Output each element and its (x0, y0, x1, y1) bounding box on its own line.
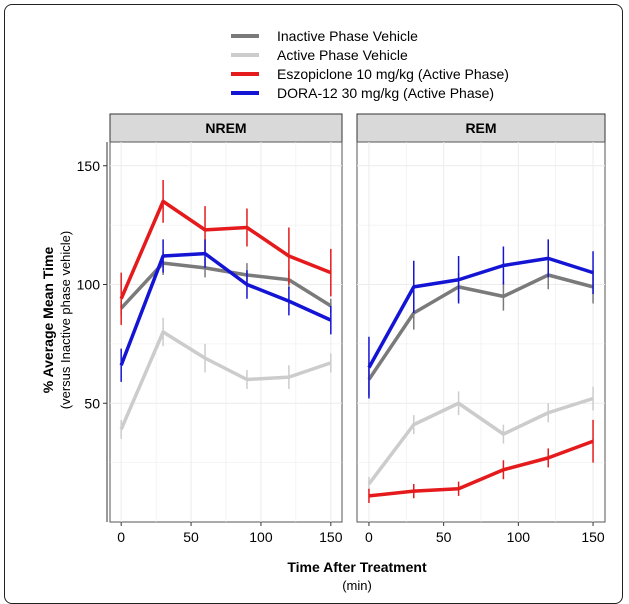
legend-label: Inactive Phase Vehicle (277, 28, 418, 44)
series-line (367, 273, 594, 381)
x-tick-label: 100 (249, 529, 273, 545)
series-dora-12-30-mg-kg-active-phase (367, 239, 594, 399)
panel-title: NREM (205, 120, 246, 136)
y-tick-label: 100 (77, 277, 101, 293)
y-axis: 150 100 50 (77, 142, 108, 522)
legend: Inactive Phase Vehicle Active Phase Vehic… (231, 28, 509, 101)
series-line (119, 251, 332, 366)
x-axis: 0 50 100 150 0 50 100 150 (117, 522, 605, 545)
x-tick-label: 0 (117, 529, 125, 545)
x-tick-label: 150 (319, 529, 343, 545)
series-eszopiclone-10-mg-kg-active-phase (119, 180, 332, 325)
y-axis-title: % Average Mean Time (versus Inactive pha… (40, 231, 73, 409)
panel-title: REM (465, 120, 496, 136)
series-dora-12-30-mg-kg-active-phase (119, 239, 332, 382)
x-tick-label: 150 (581, 529, 605, 545)
x-tick-label: 50 (436, 529, 452, 545)
panel-nrem: NREM (109, 113, 343, 523)
gridlines (357, 142, 605, 522)
x-tick-label: 50 (183, 529, 199, 545)
y-tick-label: 150 (77, 158, 101, 174)
x-tick-label: 0 (365, 529, 373, 545)
series-line (119, 199, 332, 300)
series-line (367, 256, 594, 369)
panel-rem: REM (356, 113, 606, 523)
x-axis-sublabel: (min) (342, 578, 372, 593)
series-line (368, 439, 594, 498)
panel-strip (109, 113, 343, 143)
y-axis-label: % Average Mean Time (40, 247, 56, 394)
legend-label: DORA-12 30 mg/kg (Active Phase) (277, 85, 494, 101)
series-active-phase-vehicle (367, 386, 594, 492)
series-eszopiclone-10-mg-kg-active-phase (368, 419, 594, 503)
panels: NREM REM (109, 113, 606, 523)
legend-label: Eszopiclone 10 mg/kg (Active Phase) (277, 66, 509, 82)
series-line (119, 330, 332, 431)
panel-strip (356, 113, 606, 143)
y-axis-sublabel: (versus Inactive phase vehicle) (58, 231, 73, 409)
legend-label: Active Phase Vehicle (277, 47, 408, 63)
series-active-phase-vehicle (119, 317, 332, 439)
x-tick-label: 100 (507, 529, 531, 545)
series-line (367, 396, 594, 486)
x-axis-label: Time After Treatment (287, 559, 427, 575)
y-tick-label: 50 (84, 395, 100, 411)
